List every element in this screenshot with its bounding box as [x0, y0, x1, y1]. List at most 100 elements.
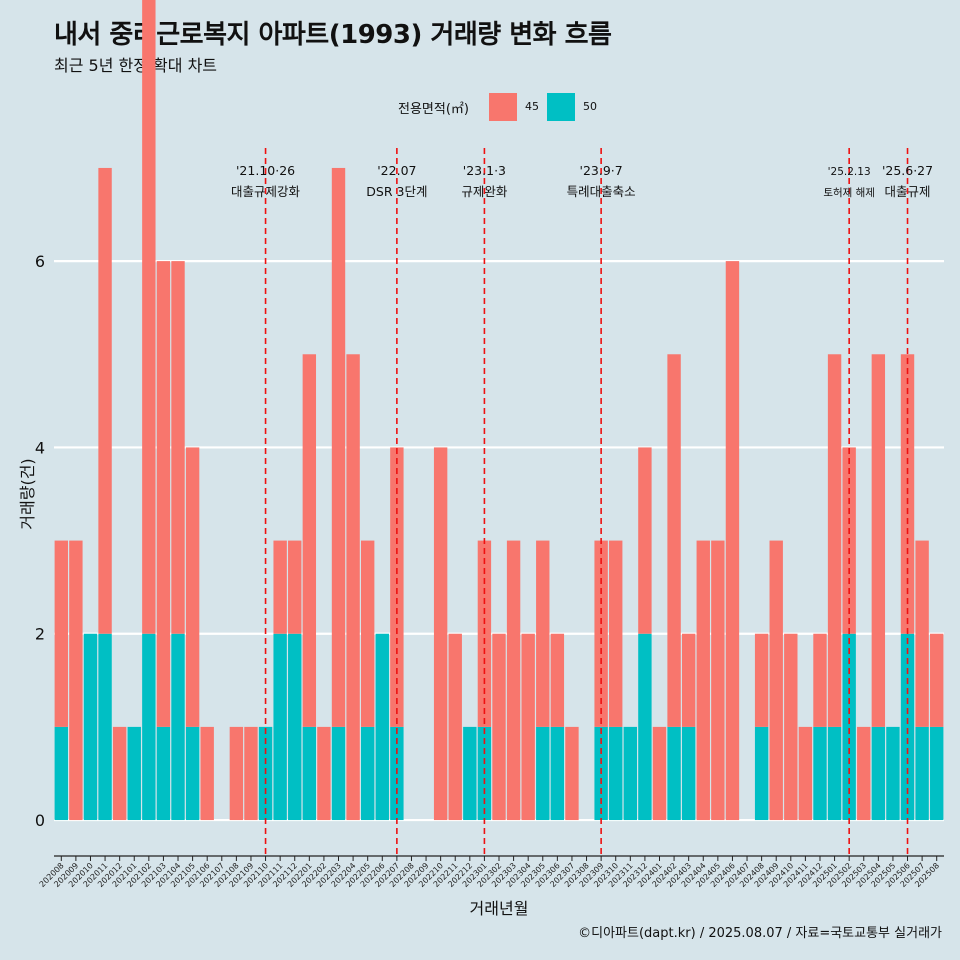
bar-202508-45: [930, 633, 944, 727]
bar-202103-50: [156, 726, 171, 821]
bar-202403-45: [681, 633, 696, 727]
bar-202112-45: [288, 540, 302, 634]
bar-202102-45: [142, 0, 156, 634]
bar-202305-45: [536, 540, 550, 727]
annotation-label-202207: DSR 3단계: [366, 184, 427, 199]
bar-202502-50: [842, 633, 856, 821]
bar-202506-50: [900, 633, 915, 821]
bar-202507-50: [915, 726, 929, 821]
bar-202207-45: [390, 447, 404, 727]
legend-key-45: [489, 93, 517, 121]
annotation-label-202301: 규제완화: [461, 184, 508, 199]
bar-202109-45: [244, 726, 258, 821]
bar-202201-50: [302, 726, 317, 821]
x-axis-title: 거래년월: [470, 899, 529, 918]
annotation-date-202110: '21.10·26: [236, 163, 295, 178]
legend-label-45: 45: [525, 100, 539, 113]
annotation-label-202506: 대출규제: [885, 184, 931, 199]
bar-202312-45: [638, 447, 652, 634]
bar-202405-45: [711, 540, 725, 821]
bar-202204-45: [346, 354, 360, 821]
bar-202304-45: [521, 633, 535, 821]
bar-202504-50: [871, 726, 886, 821]
bar-202505-50: [886, 726, 900, 821]
bar-202303-45: [506, 540, 521, 821]
bar-202211-45: [448, 633, 462, 821]
bar-202406-45: [725, 261, 740, 821]
bar-202206-50: [375, 633, 389, 821]
bar-202401-45: [652, 726, 667, 821]
bar-202008-45: [54, 540, 68, 727]
bar-202101-50: [127, 726, 141, 821]
annotation-date-202506: '25.6·27: [882, 163, 933, 178]
bar-202105-50: [185, 726, 200, 821]
bar-202008-50: [54, 726, 68, 821]
legend: 전용면적(㎡) 45 50: [0, 93, 960, 121]
bar-202402-45: [667, 354, 681, 727]
bar-202410-45: [784, 633, 798, 821]
legend-key-50: [547, 93, 575, 121]
bar-202408-45: [754, 633, 769, 727]
annotation-date-202502: '25.2.13: [828, 166, 871, 178]
y-tick-label-2: 2: [35, 625, 45, 644]
annotation-label-202309: 특례대출축소: [567, 184, 636, 199]
bar-202102-50: [142, 633, 156, 821]
legend-title: 전용면적(㎡): [398, 102, 469, 117]
bar-202501-45: [827, 354, 842, 727]
annotation-date-202207: '22.07: [377, 163, 416, 178]
y-tick-label-6: 6: [35, 252, 45, 271]
bar-202212-50: [463, 726, 477, 821]
bar-202310-45: [609, 540, 623, 727]
bar-202105-45: [185, 447, 200, 727]
y-tick-label-0: 0: [35, 811, 45, 830]
bar-202104-45: [171, 261, 185, 634]
bar-202503-45: [857, 726, 871, 821]
bar-202302-45: [492, 633, 506, 821]
bar-202205-50: [360, 726, 375, 821]
bar-202201-45: [302, 354, 317, 727]
annotation-label-202502: 토허제 해제: [823, 186, 875, 199]
chart-subtitle: 최근 5년 한정 확대 차트: [54, 56, 218, 75]
legend-label-50: 50: [583, 100, 597, 113]
bar-202106-45: [200, 726, 214, 821]
bar-202504-45: [871, 354, 886, 727]
bar-202111-50: [273, 633, 287, 821]
y-axis-title: 거래량(건): [18, 458, 37, 529]
bar-202009-45: [69, 540, 83, 821]
bar-202104-50: [171, 633, 185, 821]
caption: ©디아파트(dapt.kr) / 2025.08.07 / 자료=국토교통부 실…: [578, 926, 942, 941]
annotation-label-202110: 대출규제강화: [231, 184, 301, 199]
bar-202311-50: [623, 726, 638, 821]
bar-202411-45: [798, 726, 813, 821]
bar-202310-50: [609, 726, 623, 821]
bar-202507-45: [915, 540, 929, 727]
bar-202412-50: [813, 726, 827, 821]
bar-202404-45: [696, 540, 710, 821]
bar-202108-45: [229, 726, 244, 821]
annotation-date-202309: '23.9·7: [580, 163, 623, 178]
bar-202111-45: [273, 540, 287, 634]
bar-202210-45: [433, 447, 448, 821]
bar-202412-45: [813, 633, 827, 727]
bar-202501-50: [827, 726, 842, 821]
bar-202112-50: [288, 633, 302, 821]
bar-202402-50: [667, 726, 681, 821]
bar-202312-50: [638, 633, 652, 821]
bar-202408-50: [754, 726, 769, 821]
bar-202307-45: [565, 726, 579, 821]
bar-202011-45: [98, 167, 112, 634]
annotation-date-202301: '23.1·3: [463, 163, 506, 178]
bar-202012-45: [112, 726, 127, 821]
bar-202203-45: [331, 167, 346, 727]
bar-202306-50: [550, 726, 565, 821]
bar-202010-50: [83, 633, 98, 821]
bar-202203-50: [331, 726, 346, 821]
bar-202205-45: [360, 540, 375, 727]
bar-202103-45: [156, 261, 171, 727]
y-tick-label-4: 4: [35, 438, 45, 457]
bar-202306-45: [550, 633, 565, 727]
bar-202508-50: [930, 726, 944, 821]
bar-202403-50: [681, 726, 696, 821]
bar-202202-45: [317, 726, 331, 821]
